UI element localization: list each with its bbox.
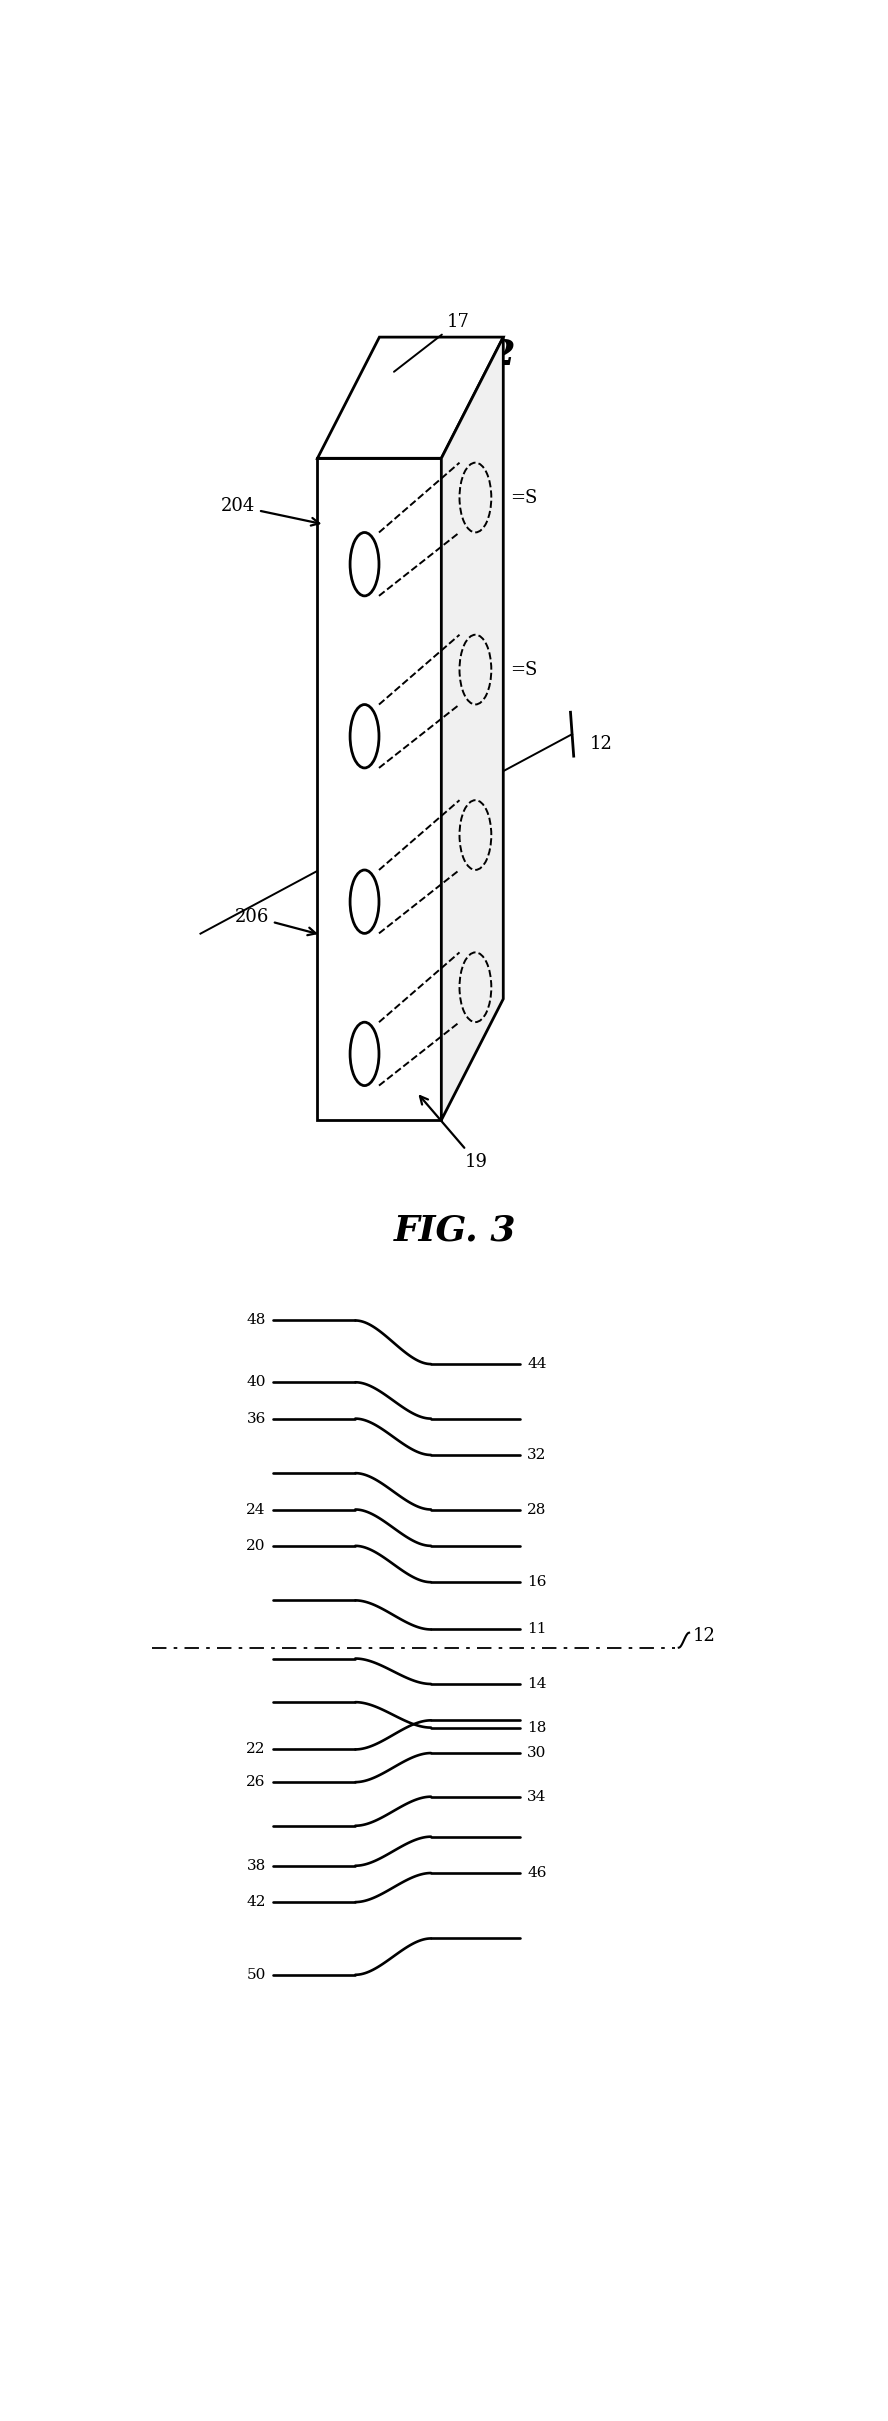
Text: 44: 44: [527, 1358, 547, 1370]
Text: 26: 26: [246, 1775, 266, 1789]
Text: 17: 17: [394, 312, 470, 373]
Text: 48: 48: [247, 1315, 266, 1327]
Text: 204: 204: [221, 496, 319, 525]
Text: FIG. 2: FIG. 2: [394, 337, 516, 370]
Text: 20: 20: [246, 1540, 266, 1552]
Text: 46: 46: [527, 1867, 547, 1881]
Text: =S: =S: [510, 661, 537, 678]
Text: 19: 19: [420, 1097, 488, 1172]
Ellipse shape: [350, 705, 379, 767]
Text: 14: 14: [527, 1678, 547, 1690]
Ellipse shape: [350, 533, 379, 596]
Text: FIG. 3: FIG. 3: [394, 1213, 516, 1247]
Text: 12: 12: [590, 734, 612, 753]
Polygon shape: [441, 337, 503, 1121]
Text: 24: 24: [246, 1503, 266, 1516]
Text: 18: 18: [527, 1721, 547, 1733]
Text: 22: 22: [246, 1743, 266, 1755]
Text: 16: 16: [527, 1576, 547, 1588]
Polygon shape: [318, 458, 441, 1121]
Text: 32: 32: [527, 1448, 547, 1462]
Ellipse shape: [350, 869, 379, 935]
Text: 206: 206: [234, 908, 316, 935]
Polygon shape: [318, 337, 503, 458]
Text: 40: 40: [246, 1375, 266, 1390]
Text: 42: 42: [246, 1896, 266, 1910]
Text: 11: 11: [527, 1622, 547, 1637]
Text: 30: 30: [527, 1746, 547, 1760]
Text: 34: 34: [527, 1789, 547, 1804]
Text: 38: 38: [247, 1859, 266, 1874]
Text: =S: =S: [510, 489, 537, 506]
Text: 12: 12: [693, 1627, 716, 1646]
Text: 50: 50: [247, 1968, 266, 1983]
Text: 28: 28: [527, 1503, 547, 1516]
Text: 36: 36: [247, 1411, 266, 1426]
Ellipse shape: [350, 1022, 379, 1085]
